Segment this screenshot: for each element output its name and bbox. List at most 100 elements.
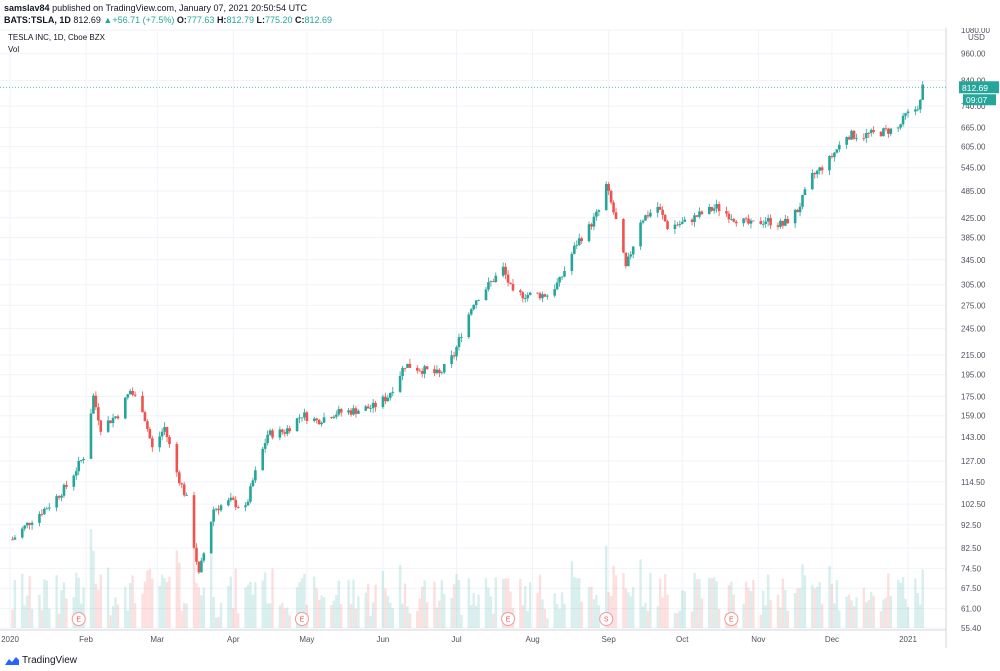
event-marker[interactable] [724, 612, 739, 626]
candle-body [695, 215, 699, 217]
candle-body [435, 369, 439, 374]
candle-body [609, 190, 613, 203]
volume-bar [766, 574, 770, 628]
volume-bar [644, 602, 647, 628]
candle-body [855, 138, 858, 139]
candle-body [484, 289, 488, 301]
volume-bar [281, 602, 284, 628]
volume-legend: Vol [8, 45, 19, 54]
candle-body [646, 215, 650, 217]
volume-bar [460, 614, 463, 628]
candle-body [921, 84, 925, 100]
brand-label[interactable]: TradingView [22, 655, 78, 666]
volume-bar [712, 577, 716, 628]
candle-body [337, 409, 341, 415]
volume-bar [666, 594, 669, 628]
volume-bar [143, 581, 147, 628]
volume-bar [244, 587, 247, 628]
y-tick-label: 960.00 [961, 50, 986, 59]
volume-bar [288, 615, 291, 628]
volume-bar [438, 600, 441, 628]
volume-bar [322, 597, 326, 628]
candle-body [511, 283, 515, 291]
event-marker[interactable] [501, 612, 516, 626]
author[interactable]: samslav84 [4, 3, 50, 13]
candle-body [391, 391, 395, 393]
volume-bar [901, 576, 905, 628]
volume-bar [904, 598, 907, 628]
candle-body [604, 184, 608, 211]
candle-body [82, 458, 85, 461]
volume-bar [320, 595, 323, 628]
candle-body [371, 402, 375, 409]
candle-body [89, 413, 93, 459]
candle-body [352, 408, 355, 415]
volume-bar [295, 587, 299, 628]
volume-bar [77, 577, 80, 628]
y-tick-label: 143.00 [961, 433, 986, 442]
candle-body [506, 274, 510, 283]
candle-body [717, 204, 721, 212]
candle-body [369, 408, 372, 409]
candle-body [712, 208, 716, 211]
candle-body [526, 294, 529, 299]
candle-body [364, 406, 368, 411]
y-tick-label: 195.00 [961, 371, 986, 380]
candle-body [734, 221, 738, 224]
candle-body [764, 221, 767, 224]
symbol[interactable]: BATS:TSLA, 1D [4, 15, 71, 25]
candle-body [781, 220, 785, 226]
candle-body [192, 495, 196, 548]
candle-body [219, 505, 223, 511]
change-value: +56.71 (+7.5%) [112, 15, 175, 25]
volume-bar [146, 570, 149, 628]
low-value: 775.20 [264, 15, 293, 25]
y-tick-label: 385.00 [961, 234, 986, 243]
event-marker[interactable] [599, 612, 614, 626]
volume-bar [676, 613, 679, 628]
candle-body [111, 417, 115, 424]
candle-body [624, 252, 628, 267]
candle-body [45, 508, 49, 510]
x-tick-label: 2021 [899, 635, 917, 644]
volume-bar [148, 568, 152, 628]
event-marker[interactable] [294, 612, 309, 626]
y-tick-label: 114.50 [961, 478, 985, 487]
event-marker[interactable] [71, 612, 86, 626]
volume-bar [82, 587, 85, 628]
volume-bar [92, 550, 95, 628]
candle-body [626, 256, 630, 267]
candle-body [538, 293, 542, 299]
candle-body [727, 213, 731, 220]
high-label: H: [216, 15, 227, 25]
candle-body [234, 499, 238, 508]
volume-bar [384, 588, 387, 628]
tradingview-logo-icon [5, 657, 19, 665]
volume-bar [246, 584, 250, 628]
candle-body [354, 408, 358, 414]
candle-body [629, 254, 633, 257]
volume-bar [28, 576, 31, 628]
x-tick-label: Mar [150, 635, 164, 644]
candle-body [389, 392, 392, 398]
volume-bar [663, 573, 667, 628]
y-tick-label: 840.00 [961, 77, 986, 86]
volume-bar [337, 580, 340, 628]
candle-body [401, 367, 404, 377]
candle-body [408, 363, 412, 368]
y-tick-label: 1080.00 [961, 28, 990, 35]
candle-body [769, 218, 772, 226]
volume-bar [229, 576, 233, 628]
volume-bar [850, 600, 853, 628]
candle-body [690, 219, 694, 223]
candle-body [384, 396, 387, 402]
volume-bar [605, 545, 608, 628]
volume-bar [452, 584, 456, 628]
volume-bar [349, 604, 353, 628]
candle-body [60, 495, 63, 498]
candle-body [442, 364, 446, 373]
volume-bar [286, 607, 289, 628]
candle-body [811, 173, 814, 190]
price-chart[interactable]: 1080.00 960.00 840.00 740.00 665.00 605.00 545… [0, 28, 1000, 651]
volume-bar [111, 606, 115, 628]
